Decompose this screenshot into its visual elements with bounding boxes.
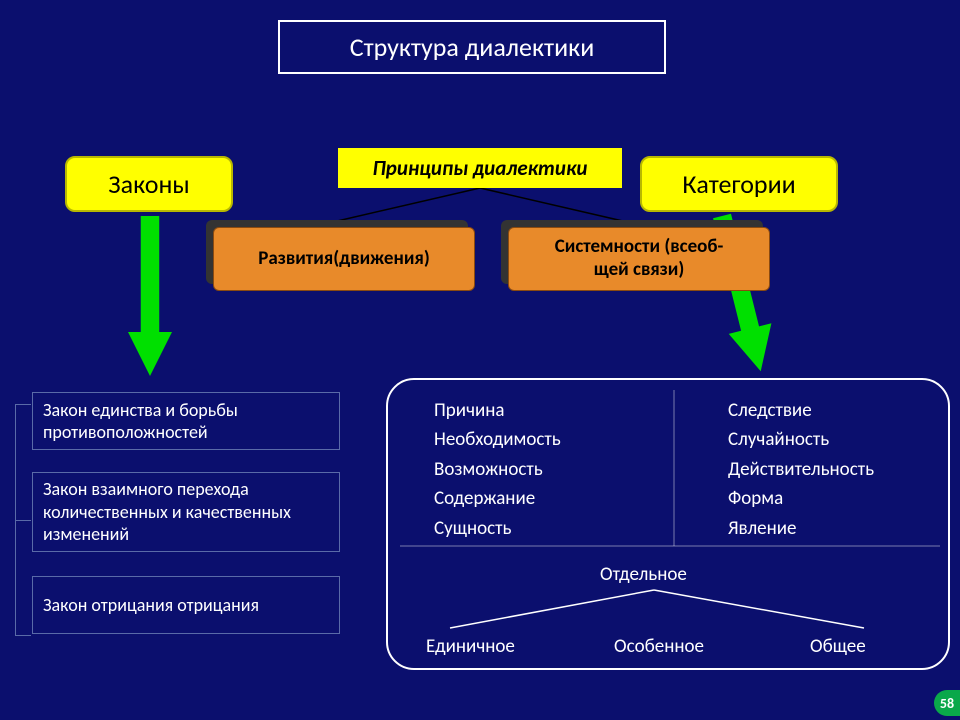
laws-bracket-mid [15, 520, 31, 521]
categories-separator-label: Отдельное [600, 560, 687, 589]
cat-left-1: Необходимость [434, 425, 561, 454]
categories-right-col: СледствиеСлучайностьДействительностьФорм… [728, 396, 874, 543]
cat-bottom-1: Особенное [614, 632, 704, 661]
cat-left-3: Содержание [434, 484, 561, 513]
cat-left-4: Сущность [434, 514, 561, 543]
cat-right-1: Случайность [728, 425, 874, 454]
cat-right-3: Форма [728, 484, 874, 513]
arrow-left [128, 216, 172, 376]
law-box-0: Закон единства и борьбы противоположност… [32, 392, 340, 450]
categories-left-col: ПричинаНеобходимостьВозможностьСодержани… [434, 396, 561, 543]
cat-left-0: Причина [434, 396, 561, 425]
page-number-badge: 58 [934, 690, 960, 716]
laws-pill: Законы [65, 156, 233, 212]
principles-label: Принципы диалектики [338, 148, 622, 188]
cat-bottom-0: Единичное [426, 632, 515, 661]
cat-right-2: Действительность [728, 455, 874, 484]
cat-bottom-2: Общее [810, 632, 866, 661]
categories-pill: Категории [640, 156, 838, 212]
cat-right-4: Явление [728, 514, 874, 543]
slide-canvas: Структура диалектики Принципы диалектики З… [0, 0, 960, 720]
subbox-left: Развития(движения) [213, 227, 475, 291]
slide-title: Структура диалектики [278, 20, 666, 74]
cat-right-0: Следствие [728, 396, 874, 425]
law-box-2: Закон отрицания отрицания [32, 576, 340, 634]
law-box-1: Закон взаимного перехода количественных … [32, 472, 340, 552]
cat-left-2: Возможность [434, 455, 561, 484]
subbox-right: Системности (всеоб- щей связи) [508, 227, 770, 291]
